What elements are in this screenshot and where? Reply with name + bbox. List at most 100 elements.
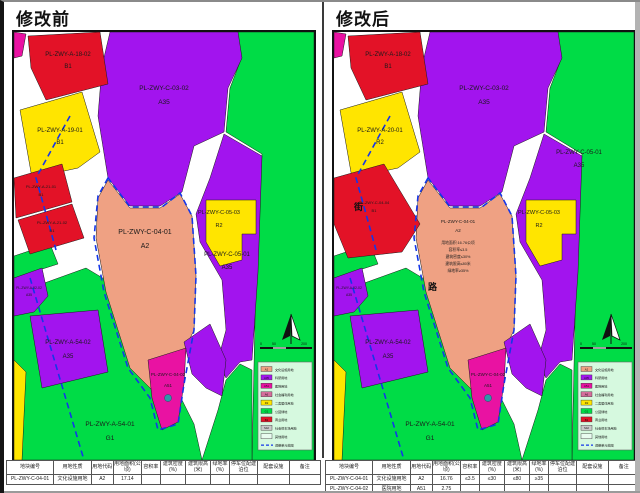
legend-color-chip <box>580 374 593 381</box>
legend-code: R2 <box>265 401 269 405</box>
zone-label-c0402: A51 <box>484 383 493 388</box>
legend-label: 科研用地 <box>275 375 287 380</box>
compass-icon <box>282 313 301 344</box>
legend-color-chip <box>260 366 273 372</box>
table-cell <box>576 474 609 485</box>
table-row: PL-ZWY-C-04-02 医院用地 A51 2.75 <box>324 484 640 493</box>
zone-label-c0501: A35 <box>574 163 585 169</box>
map-before: PL-ZWY-A-18-02 B1 PL-ZWY-C-03-02 A35 PL-ZWY-… <box>12 30 316 462</box>
street-name-char: 路 <box>428 281 438 292</box>
table-cell: PL-ZWY-C-04-01 <box>324 474 374 485</box>
zone-label-a18: PL-ZWY-A-18-02 <box>45 52 91 58</box>
zone-label-a18: PL-ZWY-A-18-02 <box>365 52 411 58</box>
zone-label-a21b: PL-ZWY-A-21-02 <box>37 220 68 225</box>
zone-label-c0503: PL-ZWY-C-05-03 <box>518 210 560 216</box>
zone-label-c0401: A2 <box>455 228 461 233</box>
legend-item: 调整单元范围 <box>261 442 294 447</box>
legend-label: 调整单元范围 <box>275 442 294 447</box>
table-header-cell: 用地面积(公顷) <box>112 460 143 475</box>
zone-label-a18: B1 <box>64 64 72 70</box>
legend-code: A6 <box>585 393 589 397</box>
legend-code: A6 <box>265 393 269 397</box>
legend-code: A2 <box>265 367 269 371</box>
pond-dot <box>164 394 172 402</box>
table-header-cell: 配套设施 <box>257 460 290 475</box>
legend-item: G1 公园绿地 <box>580 408 607 414</box>
zone-polygon-yellow <box>14 359 27 460</box>
legend-color-chip <box>260 408 273 414</box>
table-cell <box>159 474 186 485</box>
legend-color-chip <box>580 433 593 439</box>
zone-polygon-red <box>17 203 85 255</box>
svg-text:0: 0 <box>260 342 262 346</box>
zone-label-a5401: G1 <box>426 435 435 442</box>
legend-label: 二类居住用地 <box>595 400 614 405</box>
table-header-cell: 用地性质 <box>372 460 411 475</box>
zone-label-a21a: PL-ZWY-A-21-01 <box>26 184 57 189</box>
zone-label-a52: PL-ZWY-A-52-02 <box>16 286 42 290</box>
zone-label-c0402: PL-ZWY-C-04-02 <box>471 372 506 377</box>
parcel-table: 地块编号 用地性质 用地代码 用地面积(公顷) 容积率 建筑密度(%) 建筑限高(米) 绿地率… <box>5 460 322 485</box>
legend-color-chip <box>580 366 593 372</box>
panel-divider-line <box>322 2 324 458</box>
parcel-table-before: 地块编号 用地性质 用地代码 用地面积(公顷) 容积率 建筑密度(%) 建筑限高(米) 绿地率… <box>5 460 322 485</box>
legend-box: A2 文化设施用地 A35 科研用地 A51 医院用地 A6 社会福利用地 R2 二类居住用地 G1… <box>577 361 633 451</box>
parcel-table-after: 地块编号 用地性质 用地代码 用地面积(公顷) 容积率 建筑密度(%) 建筑限高(米) 绿地率… <box>324 460 640 493</box>
table-cell <box>141 474 161 485</box>
table-cell: ≤30 <box>478 474 505 485</box>
legend-color-chip <box>260 433 273 439</box>
zone-label-c0402: PL-ZWY-C-04-02 <box>151 372 186 377</box>
legend-item: A6 社会福利用地 <box>580 391 614 397</box>
legend-item: S42 社会停车场用地 <box>260 425 297 431</box>
legend-code: G1 <box>265 409 269 413</box>
zone-polygon-purple <box>183 323 227 397</box>
zone-label-c0503: PL-ZWY-C-05-03 <box>198 210 240 216</box>
zone-polygon-yellow <box>205 199 257 267</box>
scale-bar: 0 50 200 <box>260 342 312 349</box>
legend-code: B1 <box>585 418 589 422</box>
zone-label-a5402: PL-ZWY-A-54-02 <box>45 340 91 346</box>
legend-color-chip <box>260 425 273 431</box>
zone-label-a52: A35 <box>26 293 32 297</box>
table-cell <box>210 474 230 485</box>
table-header-cell: 停车位配建泊位 <box>547 460 578 475</box>
legend-label: 医院用地 <box>595 384 607 389</box>
zone-polygon-red <box>347 32 429 101</box>
zone-polygon-yellow <box>525 199 577 267</box>
legend-code: G1 <box>585 409 589 413</box>
legend-color-chip <box>260 416 273 423</box>
zone-label-c0402: A51 <box>164 383 173 388</box>
table-cell <box>228 474 259 485</box>
table-header-cell: 用地代码 <box>90 460 114 475</box>
boundary-dashed-line <box>413 176 517 432</box>
legend-item: A35 科研用地 <box>580 374 607 381</box>
table-cell: PL-ZWY-C-04-01 <box>5 474 55 485</box>
legend-code: S42 <box>264 426 269 430</box>
table-header-cell: 配套设施 <box>576 460 609 475</box>
svg-text:50: 50 <box>272 342 276 346</box>
legend-label: 社会停车场用地 <box>275 426 297 431</box>
zone-polygon-green <box>521 363 573 460</box>
table-cell: ≥35 <box>529 474 549 485</box>
table-cell <box>257 474 290 485</box>
panel-after: 修改后 PL-ZWY-A-18-02 B1 PL-ZWY-C-03-02 A35 PL-… <box>324 2 640 493</box>
zone-label-c0503: R2 <box>535 223 542 229</box>
parcel-note-line: 建筑限高≤80米 <box>445 261 470 266</box>
zone-label-a5402: PL-ZWY-A-54-02 <box>365 340 411 346</box>
legend-label: 医院用地 <box>275 384 287 389</box>
legend-code: A2 <box>585 367 589 371</box>
zone-polygon-purple <box>97 32 243 207</box>
table-header-cell: 建筑密度(%) <box>478 460 505 475</box>
table-header-cell: 用地性质 <box>53 460 92 475</box>
table-header-cell: 绿地率(%) <box>529 460 549 475</box>
legend-item: A35 科研用地 <box>260 374 287 380</box>
table-cell: 2.75 <box>431 484 462 493</box>
boundary-dashed-line <box>29 277 85 460</box>
map-after: PL-ZWY-A-18-02 B1 PL-ZWY-C-03-02 A35 PL-ZWY-… <box>332 30 636 462</box>
zone-label-c0501: PL-ZWY-C-05-01 <box>556 150 602 156</box>
table-header-cell: 建筑密度(%) <box>159 460 186 475</box>
parcel-note-line: 建筑密度≤30% <box>446 254 471 259</box>
zone-polygon-purple <box>29 309 109 389</box>
zone-polygon-red <box>334 163 421 259</box>
svg-text:50: 50 <box>592 342 596 346</box>
